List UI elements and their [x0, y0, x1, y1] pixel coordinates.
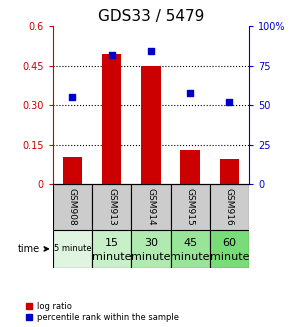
- FancyBboxPatch shape: [171, 230, 210, 268]
- FancyBboxPatch shape: [171, 184, 210, 230]
- Text: 15: 15: [105, 238, 119, 248]
- Bar: [141, 66, 161, 184]
- Point: [149, 49, 153, 54]
- Text: minute: minute: [210, 252, 249, 262]
- Text: GSM914: GSM914: [146, 188, 155, 226]
- Text: 30: 30: [144, 238, 158, 248]
- Bar: [63, 157, 82, 184]
- Text: GSM915: GSM915: [186, 188, 195, 226]
- Point: [70, 95, 75, 100]
- FancyBboxPatch shape: [131, 230, 171, 268]
- Text: minute: minute: [92, 252, 131, 262]
- Text: minute: minute: [131, 252, 171, 262]
- FancyBboxPatch shape: [92, 184, 131, 230]
- FancyBboxPatch shape: [131, 184, 171, 230]
- Text: 45: 45: [183, 238, 197, 248]
- Text: time: time: [17, 244, 48, 254]
- FancyBboxPatch shape: [53, 230, 92, 268]
- Title: GDS33 / 5479: GDS33 / 5479: [98, 9, 204, 24]
- Text: 5 minute: 5 minute: [54, 244, 91, 253]
- Point: [188, 90, 193, 95]
- FancyBboxPatch shape: [92, 230, 131, 268]
- FancyBboxPatch shape: [210, 184, 249, 230]
- Bar: [180, 150, 200, 184]
- Text: GSM916: GSM916: [225, 188, 234, 226]
- Text: minute: minute: [171, 252, 210, 262]
- Point: [109, 52, 114, 57]
- Bar: [220, 159, 239, 184]
- FancyBboxPatch shape: [210, 230, 249, 268]
- Point: [227, 99, 232, 105]
- Text: 60: 60: [222, 238, 236, 248]
- FancyBboxPatch shape: [53, 184, 92, 230]
- Text: GSM908: GSM908: [68, 188, 77, 226]
- Bar: [102, 54, 121, 184]
- Text: GSM913: GSM913: [107, 188, 116, 226]
- Legend: log ratio, percentile rank within the sample: log ratio, percentile rank within the sa…: [22, 298, 182, 325]
